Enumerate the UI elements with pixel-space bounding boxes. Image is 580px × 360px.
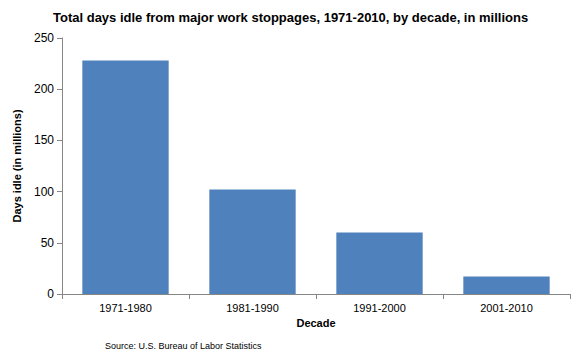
- svg-text:50: 50: [41, 236, 55, 250]
- svg-text:150: 150: [34, 133, 54, 147]
- svg-text:Decade: Decade: [296, 317, 335, 329]
- svg-text:1991-2000: 1991-2000: [353, 302, 406, 314]
- svg-text:Source: U.S. Bureau of Labor S: Source: U.S. Bureau of Labor Statistics: [105, 341, 262, 351]
- svg-text:0: 0: [47, 287, 54, 301]
- svg-text:250: 250: [34, 31, 54, 45]
- svg-text:Total days idle from major wor: Total days idle from major work stoppage…: [53, 10, 528, 25]
- svg-text:200: 200: [34, 82, 54, 96]
- svg-text:1981-1990: 1981-1990: [226, 302, 279, 314]
- svg-text:2001-2010: 2001-2010: [480, 302, 533, 314]
- svg-text:100: 100: [34, 185, 54, 199]
- svg-text:1971-1980: 1971-1980: [99, 302, 152, 314]
- svg-text:Days idle (in millions): Days idle (in millions): [11, 109, 23, 222]
